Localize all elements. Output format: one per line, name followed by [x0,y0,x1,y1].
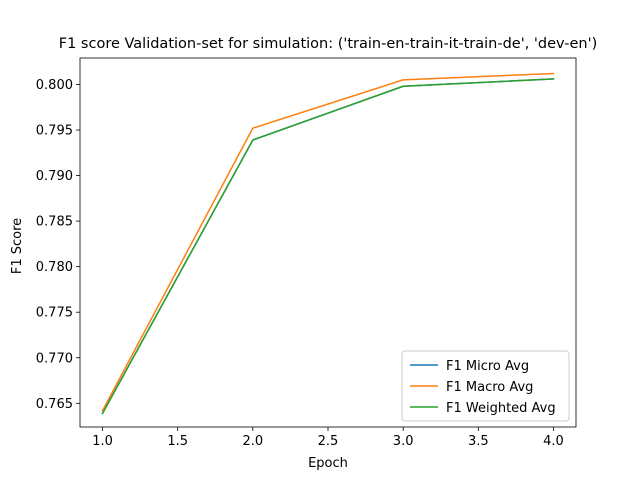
legend-box [401,350,570,422]
y-tick-label: 0.785 [36,215,73,230]
y-tick-label: 0.800 [36,78,73,93]
y-tick-label: 0.765 [36,397,73,412]
y-tick-label: 0.790 [36,169,73,184]
legend: F1 Micro Avg F1 Macro Avg F1 Weighted Avg [401,350,570,422]
y-tick-label: 0.770 [36,351,73,366]
plot-area: 1.0 1.5 2.0 2.5 3.0 3.5 4.0 0.765 0.770 0.775 0.78… [36,57,577,449]
y-tick-label: 0.795 [36,123,73,138]
series-line-3 [101,78,555,415]
y-axis-label: F1 Score [10,218,25,274]
x-tick-label: 1.0 [92,434,113,449]
legend-label-1: F1 Micro Avg [446,359,529,374]
legend-label-2: F1 Macro Avg [446,380,533,395]
y-tick-label: 0.780 [36,260,73,275]
x-tick-label: 3.0 [393,434,414,449]
chart-title: F1 score Validation-set for simulation: … [59,36,597,52]
x-tick-label: 4.0 [543,434,564,449]
x-tick-label: 3.5 [468,434,489,449]
x-tick-label: 1.5 [167,434,188,449]
series-line-2 [101,72,555,412]
x-axis-label: Epoch [308,456,348,471]
legend-label-3: F1 Weighted Avg [446,401,556,416]
y-tick-label: 0.775 [36,306,73,321]
x-tick-label: 2.5 [318,434,339,449]
x-tick-label: 2.0 [243,434,264,449]
